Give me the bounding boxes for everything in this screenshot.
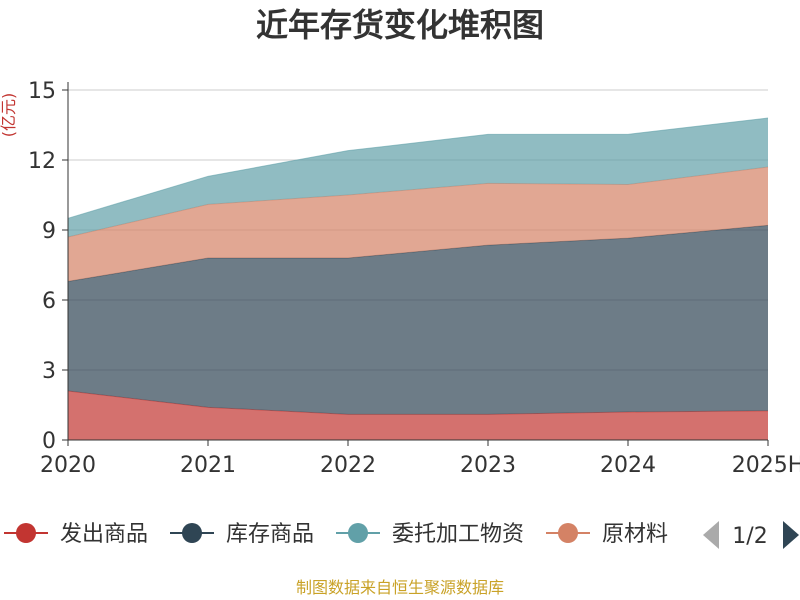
legend-item-2[interactable]: 库存商品	[170, 522, 314, 547]
legend-swatch-dot	[558, 523, 578, 543]
series-line-4	[67, 117, 769, 219]
legend-items: 发出商品 库存商品 委托加工物资 原材料	[4, 522, 668, 547]
legend-label: 委托加工物资	[392, 522, 524, 547]
data-source-note: 制图数据来自恒生聚源数据库	[296, 578, 504, 597]
legend-swatch-dot	[348, 523, 368, 543]
legend-swatch-dot	[182, 523, 202, 543]
area-series-3	[68, 167, 768, 282]
legend-item-3[interactable]: 委托加工物资	[336, 522, 524, 547]
legend-label: 原材料	[602, 522, 668, 547]
y-tick-label: 9	[42, 219, 56, 244]
x-tick-label: 2024	[600, 453, 656, 478]
legend-swatch-dot	[16, 523, 36, 543]
area-series-4	[68, 118, 768, 237]
area-series-2	[68, 225, 768, 415]
legend-pager: 1/2	[703, 521, 799, 549]
x-tick-label: 2022	[320, 453, 376, 478]
y-axis-unit: (亿元)	[0, 93, 18, 138]
y-tick-label: 0	[42, 429, 56, 454]
legend-label: 发出商品	[60, 522, 148, 547]
x-tick-label: 2021	[180, 453, 236, 478]
y-tick-label: 15	[28, 79, 56, 104]
legend-item-1[interactable]: 发出商品	[4, 522, 148, 547]
area-series-group	[67, 117, 769, 440]
legend-prev-icon[interactable]	[703, 521, 719, 549]
legend: 发出商品 库存商品 委托加工物资 原材料	[4, 522, 668, 547]
x-tick-label: 2020	[40, 453, 96, 478]
legend-page-indicator: 1/2	[732, 524, 767, 549]
y-tick-label: 12	[28, 149, 56, 174]
axes: 0 3 6 9 12 15 2020 2021 2022 2023 2024 2025H	[28, 79, 800, 478]
y-tick-label: 6	[42, 289, 56, 314]
x-tick-label: 2025H	[732, 453, 800, 478]
y-tick-label: 3	[42, 359, 56, 384]
legend-next-icon[interactable]	[783, 521, 799, 549]
x-tick-label: 2023	[460, 453, 516, 478]
area-series-1	[68, 391, 768, 440]
legend-item-4[interactable]: 原材料	[546, 522, 668, 547]
chart-title: 近年存货变化堆积图	[256, 6, 544, 44]
legend-label: 库存商品	[226, 522, 314, 547]
